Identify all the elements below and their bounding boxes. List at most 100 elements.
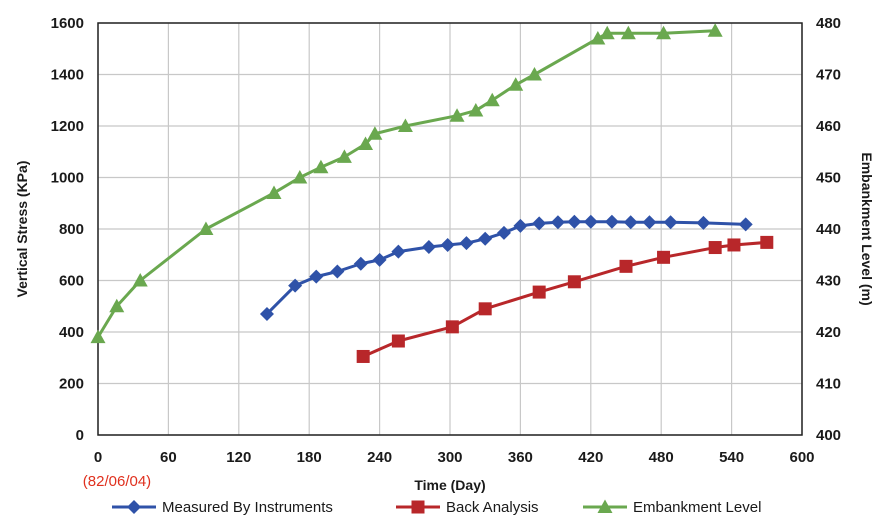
y2-tick-label: 460 (816, 118, 841, 135)
series-0 (259, 214, 753, 321)
series-point-1-3 (478, 302, 492, 316)
series-point-1-8 (708, 241, 722, 255)
legend-item-2: Embankment Level (583, 499, 761, 516)
series-point-2-3 (198, 221, 214, 235)
legend-item-1: Back Analysis (396, 499, 539, 516)
series-point-2-10 (397, 118, 413, 132)
series-point-0-16 (583, 214, 598, 229)
y2-tick-label: 440 (816, 221, 841, 238)
series-point-0-17 (604, 214, 619, 229)
plot-frame (97, 22, 803, 436)
series-point-1-1 (391, 334, 405, 348)
series-point-0-6 (391, 244, 406, 259)
series-point-2-2 (132, 273, 148, 287)
series-point-2-11 (449, 108, 465, 122)
series-point-2-19 (656, 25, 672, 40)
series-point-2-16 (590, 30, 606, 45)
y-tick-label: 400 (59, 324, 84, 341)
x-tick-label: 600 (789, 449, 814, 466)
series-point-0-12 (513, 218, 528, 233)
series-point-2-18 (620, 25, 636, 40)
series-point-0-9 (459, 236, 474, 251)
series-point-2-5 (292, 170, 308, 184)
series-point-2-8 (358, 136, 374, 151)
x-tick-label: 120 (226, 449, 251, 466)
y-tick-labels: 0 200 400 600 800 1000 1200 1400 1600 (51, 15, 84, 444)
series-point-2-9 (367, 126, 383, 140)
series-point-0-21 (696, 215, 711, 230)
x-tick-label: 180 (297, 449, 322, 466)
series-point-2-7 (336, 149, 352, 163)
x-axis-date-note: (82/06/04) (83, 473, 151, 490)
x-tick-label: 60 (160, 449, 177, 466)
series-point-0-15 (567, 214, 582, 229)
series-point-2-12 (468, 103, 484, 117)
series-point-0-1 (288, 278, 303, 293)
series-point-1-2 (445, 320, 459, 334)
y-tick-label: 1600 (51, 15, 84, 32)
y2-axis-title: Embankment Level (m) (859, 152, 872, 305)
series-point-0-8 (440, 237, 455, 252)
series-point-1-5 (567, 275, 581, 289)
series-point-2-6 (313, 159, 329, 174)
series-point-2-17 (599, 25, 615, 40)
series-point-2-14 (508, 77, 524, 91)
series-point-0-3 (330, 264, 345, 279)
series-point-0-10 (478, 231, 493, 246)
series-point-1-6 (619, 259, 633, 273)
x-tick-label: 540 (719, 449, 744, 466)
legend-item-0: Measured By Instruments (112, 499, 333, 516)
x-tick-label: 300 (437, 449, 462, 466)
series-1 (356, 235, 774, 363)
legend: Measured By Instruments Back Analysis Emba… (112, 499, 761, 516)
series-point-1-7 (657, 250, 671, 264)
series-point-0-20 (663, 215, 678, 230)
legend-marker-2 (597, 499, 613, 513)
series-point-0-5 (372, 252, 387, 267)
series-point-0-14 (550, 215, 565, 230)
y2-tick-label: 450 (816, 170, 841, 187)
series-point-0-18 (623, 215, 638, 230)
y2-tick-label: 480 (816, 15, 841, 32)
series-point-0-11 (496, 225, 511, 240)
series-point-1-0 (356, 349, 370, 363)
x-tick-label: 480 (649, 449, 674, 466)
y2-tick-label: 420 (816, 324, 841, 341)
series-point-2-0 (90, 329, 106, 344)
legend-marker-0 (127, 500, 141, 514)
y2-tick-label: 400 (816, 427, 841, 444)
series-point-0-4 (353, 256, 368, 271)
series-layer (90, 23, 774, 363)
series-point-2-4 (266, 185, 282, 199)
series-point-1-4 (532, 285, 546, 299)
series-point-0-7 (421, 240, 436, 255)
y2-tick-labels: 400 410 420 430 440 450 460 470 480 (816, 15, 841, 444)
y-tick-label: 0 (76, 427, 84, 444)
y2-tick-label: 430 (816, 273, 841, 290)
x-axis-title: Time (Day) (414, 477, 485, 493)
y2-tick-label: 470 (816, 67, 841, 84)
legend-label-1: Back Analysis (446, 499, 539, 516)
series-point-1-10 (760, 235, 774, 249)
legend-label-2: Embankment Level (633, 499, 761, 516)
y-tick-label: 200 (59, 376, 84, 393)
x-tick-label: 360 (508, 449, 533, 466)
x-tick-labels: 0 60 120 180 240 300 360 420 480 540 600 (94, 449, 815, 466)
legend-label-0: Measured By Instruments (162, 499, 333, 516)
y-tick-label: 1000 (51, 170, 84, 187)
y-tick-label: 800 (59, 221, 84, 238)
series-point-0-19 (642, 215, 657, 230)
series-point-2-13 (484, 92, 500, 107)
y-tick-label: 600 (59, 273, 84, 290)
series-point-1-9 (727, 238, 741, 252)
series-2 (90, 23, 723, 344)
y-tick-label: 1200 (51, 118, 84, 135)
x-tick-label: 420 (578, 449, 603, 466)
series-point-0-2 (309, 269, 324, 284)
series-point-0-22 (738, 217, 753, 232)
series-point-0-13 (532, 216, 547, 231)
series-point-2-15 (526, 67, 542, 81)
y2-tick-label: 410 (816, 376, 841, 393)
